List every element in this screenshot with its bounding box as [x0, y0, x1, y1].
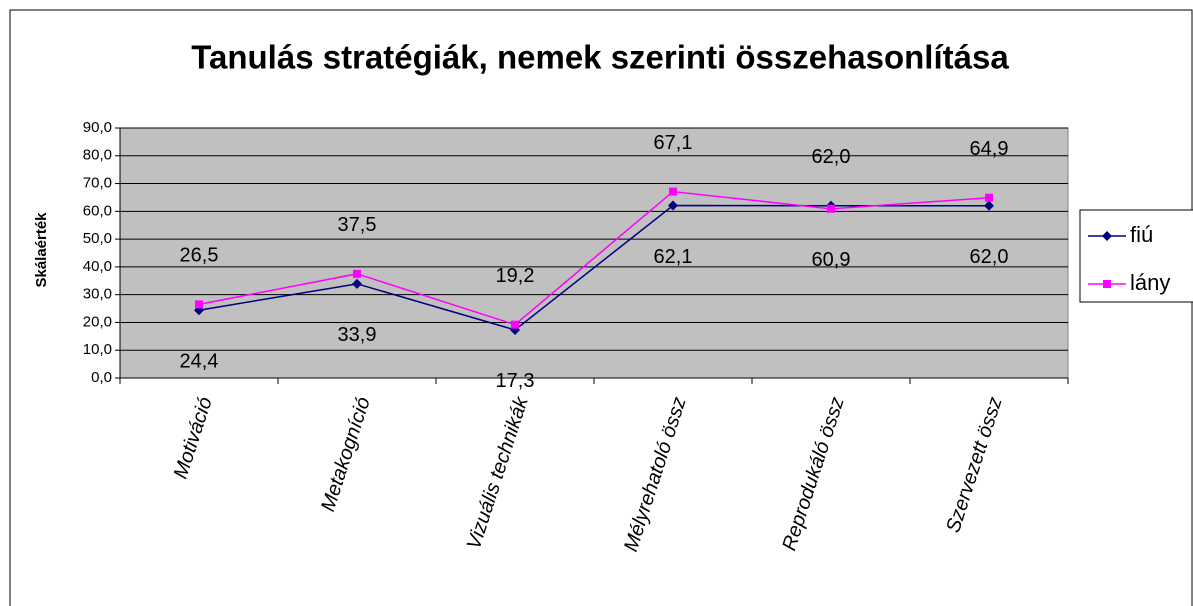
- series-line: [198, 190, 990, 326]
- data-point: [827, 204, 835, 213]
- data-label: 62,0: [812, 146, 851, 168]
- data-label: 62,0: [970, 246, 1009, 268]
- data-label: 37,5: [338, 214, 377, 236]
- y-tick-label: 10,0: [83, 341, 112, 358]
- data-label: 26,5: [180, 245, 219, 267]
- legend-label: fiú: [1130, 222, 1153, 247]
- data-label: 33,9: [338, 324, 377, 346]
- y-tick-label: 30,0: [83, 286, 112, 303]
- y-tick-label: 0,0: [91, 369, 112, 386]
- data-point: [668, 200, 678, 211]
- data-point: [195, 300, 203, 309]
- data-label: 67,1: [654, 132, 693, 154]
- data-label: 64,9: [970, 138, 1009, 160]
- data-point: [985, 193, 993, 202]
- data-point: [984, 200, 994, 211]
- data-label: 24,4: [180, 351, 219, 373]
- legend-marker: [1102, 231, 1112, 241]
- y-tick-label: 50,0: [83, 230, 112, 247]
- y-tick-label: 70,0: [83, 175, 112, 192]
- y-tick-label: 90,0: [83, 119, 112, 136]
- data-point: [352, 278, 362, 289]
- series-line: [198, 204, 989, 331]
- data-label: 19,2: [496, 265, 535, 287]
- data-label: 62,1: [654, 246, 693, 268]
- y-axis-label: Skálaérték: [33, 212, 50, 288]
- y-tick-label: 60,0: [83, 202, 112, 219]
- chart-title: Tanulás stratégiák, nemek szerinti össze…: [191, 39, 1009, 76]
- data-point: [669, 187, 677, 196]
- legend-label: lány: [1130, 270, 1170, 295]
- y-tick-label: 40,0: [83, 258, 112, 275]
- legend-box: [1079, 209, 1193, 303]
- legend-marker: [1103, 280, 1111, 288]
- y-tick-label: 20,0: [83, 313, 112, 330]
- data-point: [353, 269, 361, 278]
- plot-area: [119, 127, 1069, 379]
- data-point: [511, 320, 519, 329]
- y-tick-label: 80,0: [83, 147, 112, 164]
- data-label: 17,3: [496, 370, 535, 392]
- data-label: 60,9: [812, 249, 851, 271]
